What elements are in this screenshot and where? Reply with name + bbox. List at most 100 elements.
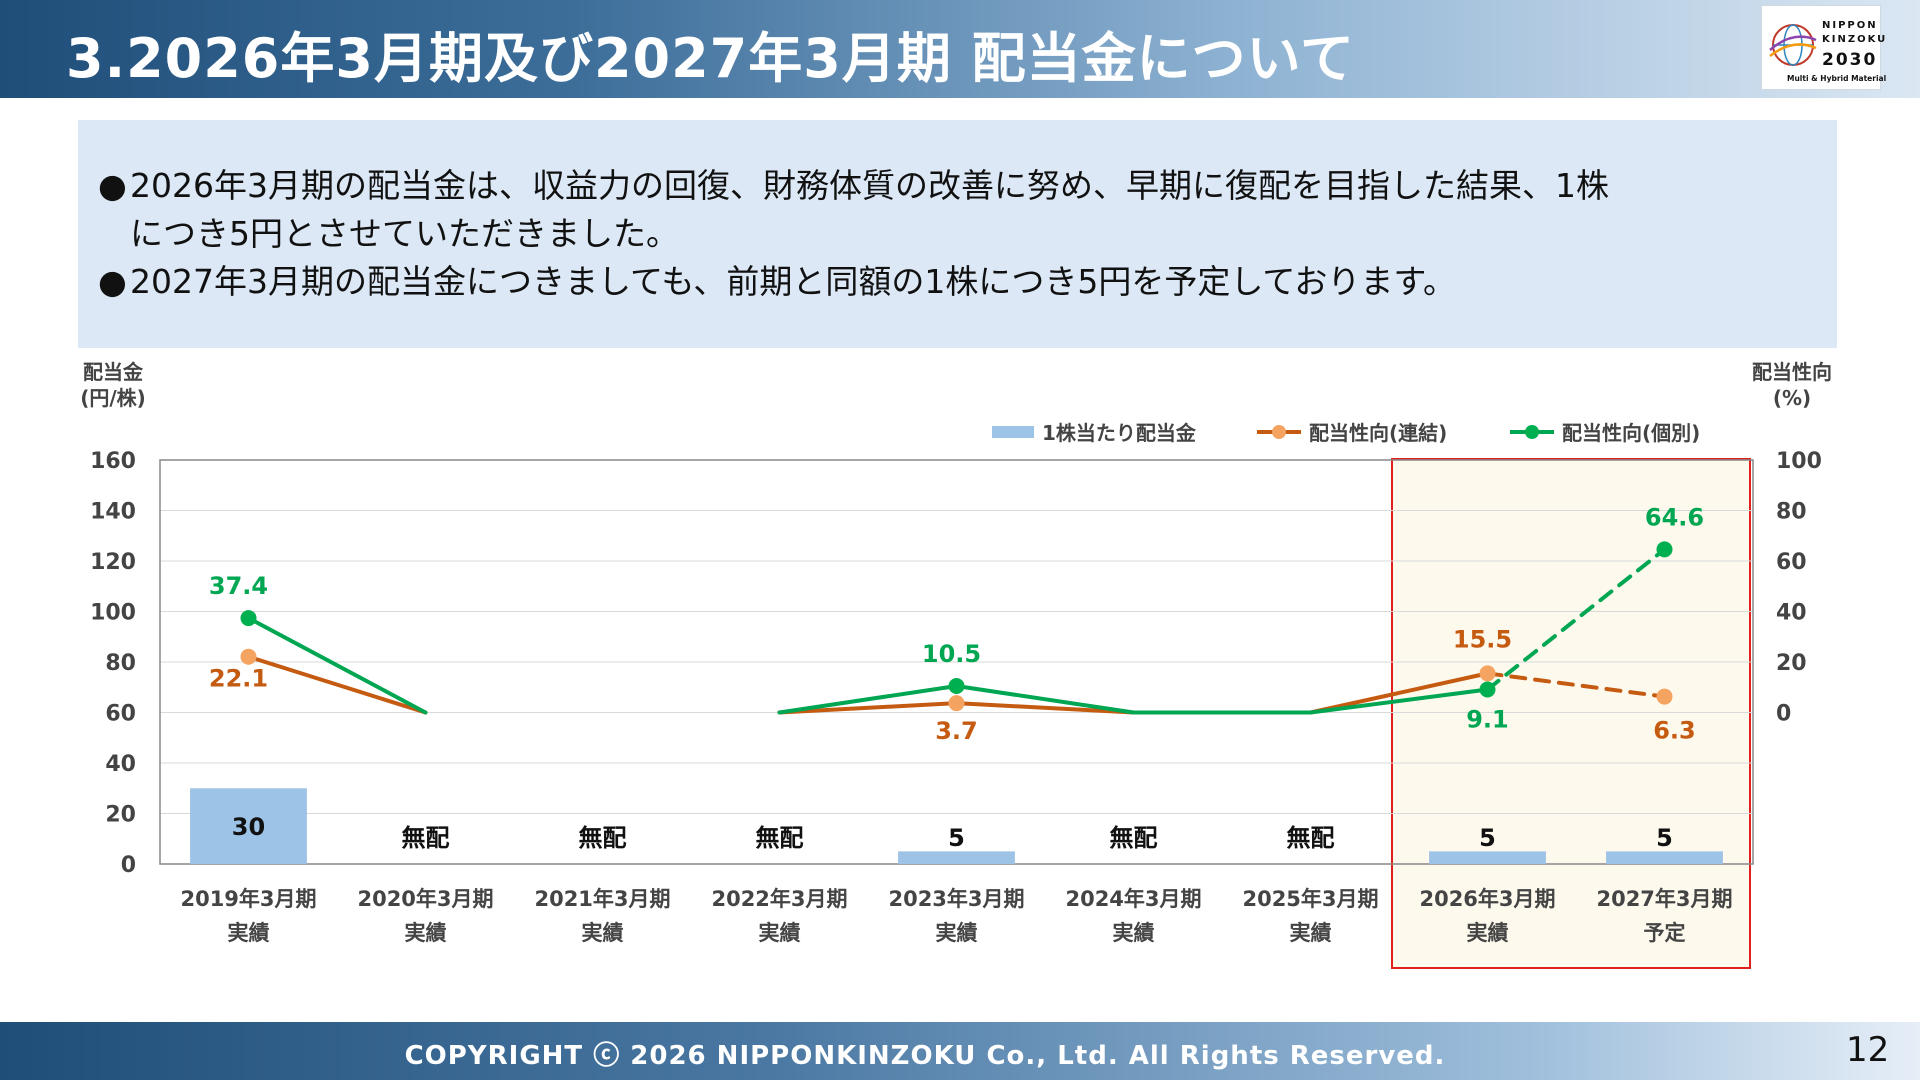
logo-text-nippon: NIPPON	[1822, 20, 1878, 31]
copyright-text: COPYRIGHT ⓒ 2026 NIPPONKINZOKU Co., Ltd.…	[404, 1041, 1446, 1071]
y2-tick-label: 0	[1776, 702, 1791, 727]
y-axis-title: 配当金	[83, 360, 144, 384]
forecast-highlight-box	[1391, 458, 1751, 969]
series-line-segment	[246, 616, 428, 715]
y-tick-label: 40	[105, 752, 136, 777]
series-line-segment	[954, 701, 1136, 715]
line-data-label: 22.1	[209, 665, 268, 693]
series-marker	[240, 610, 257, 627]
x-tick-label: 実績	[936, 921, 978, 945]
company-logo: NIPPON KINZOKU 2030 Multi & Hybrid Mater…	[1761, 5, 1886, 90]
legend-swatch-marker	[1525, 425, 1539, 439]
y-tick-label: 0	[121, 853, 136, 878]
y2-tick-label: 60	[1776, 550, 1807, 575]
dividend-bar	[190, 788, 307, 864]
x-tick-label: 実績	[759, 921, 801, 945]
legend-label: 配当性向(個別)	[1562, 421, 1700, 445]
bar-data-label: 無配	[579, 824, 627, 852]
x-tick-label: 2024年3月期	[1065, 887, 1201, 911]
y-tick-label: 120	[90, 550, 136, 575]
series-line-segment	[777, 701, 959, 715]
x-tick-label: 実績	[405, 921, 447, 945]
series-marker	[1656, 688, 1673, 705]
forecast-line-segment	[1485, 547, 1667, 692]
x-tick-label: 2021年3月期	[534, 887, 670, 911]
logo-text-kinzoku: KINZOKU	[1822, 34, 1888, 45]
legend-label: 1株当たり配当金	[1042, 421, 1197, 445]
page-number: 12	[1846, 1030, 1890, 1070]
bar-data-label: 無配	[1287, 824, 1335, 852]
y-tick-label: 140	[90, 500, 136, 525]
y2-tick-label: 100	[1776, 449, 1822, 474]
line-data-label: 6.3	[1653, 717, 1696, 745]
dividend-chart: 0 20 40 60 80 100 120 140 160 0 20 40 60 80 100 配当金(円/株…	[80, 360, 1832, 969]
dividend-bar	[898, 851, 1015, 864]
x-tick-label: 実績	[582, 921, 624, 945]
page-title: 3.2026年3月期及び2027年3月期 配当金について	[66, 27, 1355, 90]
y-tick-label: 160	[90, 449, 136, 474]
series-line-segment	[777, 683, 959, 715]
line-data-label: 64.6	[1645, 503, 1704, 531]
legend-swatch-marker	[1272, 425, 1286, 439]
bullet-icon: ●	[98, 262, 127, 301]
x-tick-label: 2019年3月期	[180, 887, 316, 911]
y-tick-label: 100	[90, 601, 136, 626]
y2-tick-label: 80	[1776, 500, 1807, 525]
legend-swatch-bar	[992, 426, 1034, 438]
x-tick-label: 実績	[228, 921, 270, 945]
line-data-label: 15.5	[1453, 625, 1512, 653]
series-marker	[1479, 681, 1496, 698]
bar-data-label: 無配	[402, 824, 450, 852]
x-tick-label: 実績	[1113, 921, 1155, 945]
series-line-segment	[1308, 687, 1490, 715]
series-line-segment	[1308, 671, 1490, 715]
logo-tagline: Multi & Hybrid Material	[1787, 74, 1887, 83]
footer-bar: COPYRIGHT ⓒ 2026 NIPPONKINZOKU Co., Ltd.…	[0, 1022, 1920, 1080]
series-line-segment	[954, 683, 1136, 715]
line-data-label: 10.5	[922, 640, 981, 668]
y2-axis-title: (%)	[1773, 386, 1811, 410]
bar-data-label: 無配	[1110, 824, 1158, 852]
x-tick-label: 2020年3月期	[357, 887, 493, 911]
series-marker	[948, 677, 965, 694]
forecast-line-segment	[1485, 671, 1667, 699]
dividend-bar	[1429, 851, 1546, 864]
y2-tick-label: 20	[1776, 651, 1807, 676]
y-axis-title: (円/株)	[80, 386, 146, 410]
bar-data-label: 無配	[756, 824, 804, 852]
x-tick-label: 2022年3月期	[711, 887, 847, 911]
y2-tick-label: 40	[1776, 601, 1807, 626]
summary-note-text: 2026年3月期の配当金は、収益力の回復、財務体質の改善に努め、早期に復配を目指…	[130, 166, 1609, 253]
y-tick-label: 20	[105, 803, 136, 828]
series-marker	[1479, 665, 1496, 682]
bar-data-label: 30	[232, 813, 265, 841]
x-tick-label: 2023年3月期	[888, 887, 1024, 911]
y2-axis-title: 配当性向	[1752, 360, 1832, 384]
bar-data-label: 5	[1656, 824, 1673, 852]
x-tick-label: 実績	[1467, 921, 1509, 945]
series-line-segment	[246, 654, 428, 715]
series-marker	[240, 648, 257, 665]
bar-data-label: 5	[1479, 824, 1496, 852]
globe-icon	[1769, 24, 1817, 66]
x-tick-label: 2027年3月期	[1596, 887, 1732, 911]
series-marker	[948, 695, 965, 712]
y-tick-label: 80	[105, 651, 136, 676]
summary-box: ● 2026年3月期の配当金は、収益力の回復、財務体質の改善に努め、早期に復配を…	[78, 120, 1837, 348]
line-data-label: 3.7	[935, 717, 978, 745]
legend-label: 配当性向(連結)	[1309, 421, 1447, 445]
dividend-bar	[1606, 851, 1723, 864]
x-tick-label: 予定	[1644, 921, 1686, 945]
y-tick-label: 60	[105, 702, 136, 727]
line-data-label: 37.4	[209, 572, 268, 600]
line-data-label: 9.1	[1466, 706, 1509, 734]
x-tick-label: 2026年3月期	[1419, 887, 1555, 911]
bullet-icon: ●	[98, 166, 127, 205]
summary-note-text: 2027年3月期の配当金につきましても、前期と同額の1株につき5円を予定しており…	[130, 262, 1457, 301]
bar-data-label: 5	[948, 824, 965, 852]
header-bar: 3.2026年3月期及び2027年3月期 配当金について NIPPON KINZ…	[0, 0, 1920, 98]
summary-note-2: ● 2027年3月期の配当金につきましても、前期と同額の1株につき5円を予定して…	[98, 258, 1620, 306]
logo-text-2030: 2030	[1822, 50, 1878, 70]
series-marker	[1656, 541, 1673, 558]
x-tick-label: 実績	[1290, 921, 1332, 945]
